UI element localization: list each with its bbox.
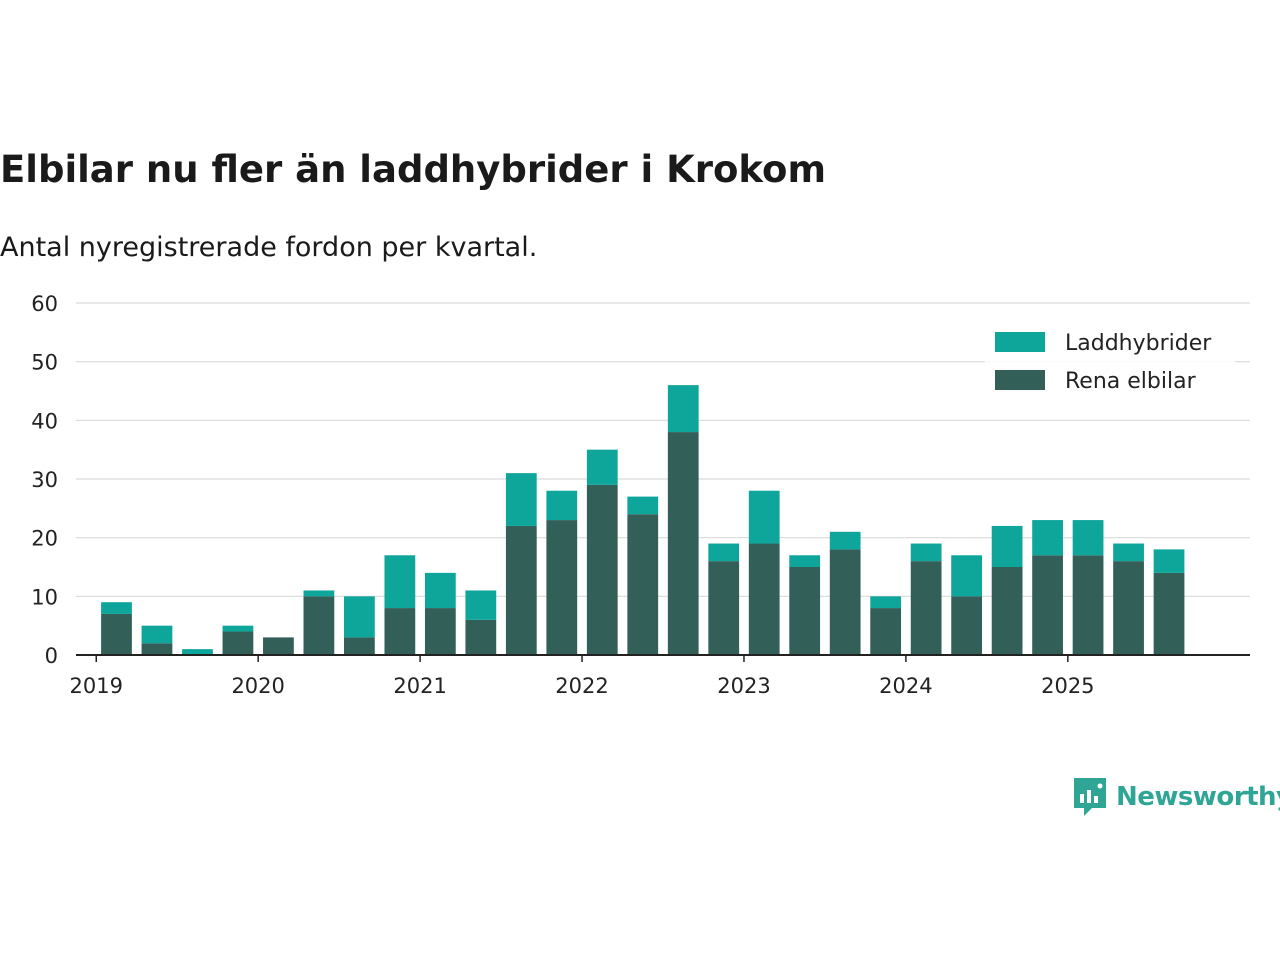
bar-rena-elbilar xyxy=(708,561,740,655)
bar-rena-elbilar xyxy=(1072,555,1104,655)
bar-laddhybrider xyxy=(870,596,902,609)
y-tick-label: 0 xyxy=(45,644,58,668)
legend-rena-elbilar-label: Rena elbilar xyxy=(1065,369,1197,394)
bar-rena-elbilar xyxy=(546,520,578,655)
bar-laddhybrider xyxy=(789,555,821,567)
bar-laddhybrider xyxy=(343,596,375,638)
bar-rena-elbilar xyxy=(465,619,497,655)
x-tick-label: 2020 xyxy=(231,674,284,698)
bar-laddhybrider xyxy=(1032,520,1063,556)
bar-rena-elbilar xyxy=(141,643,173,655)
y-tick-label: 30 xyxy=(31,468,58,492)
bar-rena-elbilar xyxy=(1113,561,1144,655)
bar-rena-elbilar xyxy=(505,525,537,655)
bar-rena-elbilar xyxy=(222,631,254,655)
bar-laddhybrider xyxy=(101,602,132,614)
bar-laddhybrider xyxy=(627,496,659,515)
bar-laddhybrider xyxy=(1153,549,1185,573)
bar-laddhybrider xyxy=(424,572,456,609)
y-tick-label: 10 xyxy=(31,585,58,609)
chart-title: Elbilar nu fler än laddhybrider i Krokom xyxy=(0,148,826,191)
bar-rena-elbilar xyxy=(1153,572,1185,655)
bar-laddhybrider xyxy=(141,625,173,644)
bar-laddhybrider xyxy=(303,590,335,597)
bar-rena-elbilar xyxy=(829,549,861,655)
stacked-bar-chart: 0 10 20 30 40 50 60 2019 2020 2021 2022 2023 2024 202… xyxy=(31,292,1250,698)
newsworthy-logo-icon xyxy=(1074,778,1106,816)
bar-laddhybrider xyxy=(546,490,578,521)
bar-laddhybrider xyxy=(829,531,861,550)
bar-rena-elbilar xyxy=(910,561,942,655)
bar-laddhybrider xyxy=(667,385,699,433)
bar-laddhybrider xyxy=(991,525,1023,567)
legend-laddhybrider-label: Laddhybrider xyxy=(1065,331,1212,356)
x-tick-label: 2023 xyxy=(717,674,770,698)
x-tick-label: 2022 xyxy=(555,674,608,698)
bar-laddhybrider xyxy=(384,555,416,609)
bar-laddhybrider xyxy=(708,543,740,562)
bar-rena-elbilar xyxy=(1032,555,1063,655)
bar-rena-elbilar xyxy=(748,543,780,655)
bar-laddhybrider xyxy=(951,555,983,597)
bar-rena-elbilar xyxy=(263,637,294,655)
bar-rena-elbilar xyxy=(991,567,1023,655)
brand: Newsworthy xyxy=(1072,776,1280,818)
y-tick-label: 40 xyxy=(31,409,58,433)
bar-rena-elbilar xyxy=(343,637,375,655)
y-tick-label: 60 xyxy=(31,292,58,316)
x-tick-label: 2021 xyxy=(393,674,446,698)
bar-laddhybrider xyxy=(910,543,942,562)
x-tick-label: 2024 xyxy=(879,674,932,698)
legend-rena-elbilar-swatch xyxy=(995,370,1045,390)
legend-laddhybrider-swatch xyxy=(995,332,1045,352)
bar-laddhybrider xyxy=(586,449,618,485)
y-tick-label: 20 xyxy=(31,527,58,551)
bar-rena-elbilar xyxy=(424,608,456,655)
bar-laddhybrider xyxy=(748,490,780,544)
bar-laddhybrider xyxy=(1072,520,1104,556)
bar-rena-elbilar xyxy=(627,514,659,655)
bar-rena-elbilar xyxy=(586,484,618,655)
bar-rena-elbilar xyxy=(789,567,821,655)
bar-rena-elbilar xyxy=(951,596,983,655)
bar-laddhybrider xyxy=(1113,543,1144,562)
y-tick-label: 50 xyxy=(31,351,58,375)
bar-rena-elbilar xyxy=(101,613,132,655)
brand-name: Newsworthy xyxy=(1116,782,1280,812)
bar-rena-elbilar xyxy=(303,596,335,655)
bar-laddhybrider xyxy=(222,625,254,632)
chart-subtitle: Antal nyregistrerade fordon per kvartal. xyxy=(0,232,538,263)
bar-rena-elbilar xyxy=(667,432,699,655)
bar-rena-elbilar xyxy=(384,608,416,655)
bar-rena-elbilar xyxy=(870,608,902,655)
x-tick-label: 2019 xyxy=(70,674,123,698)
bar-laddhybrider xyxy=(505,473,537,526)
bar-laddhybrider xyxy=(182,649,213,655)
bar-laddhybrider xyxy=(465,590,497,620)
x-tick-label: 2025 xyxy=(1041,674,1094,698)
